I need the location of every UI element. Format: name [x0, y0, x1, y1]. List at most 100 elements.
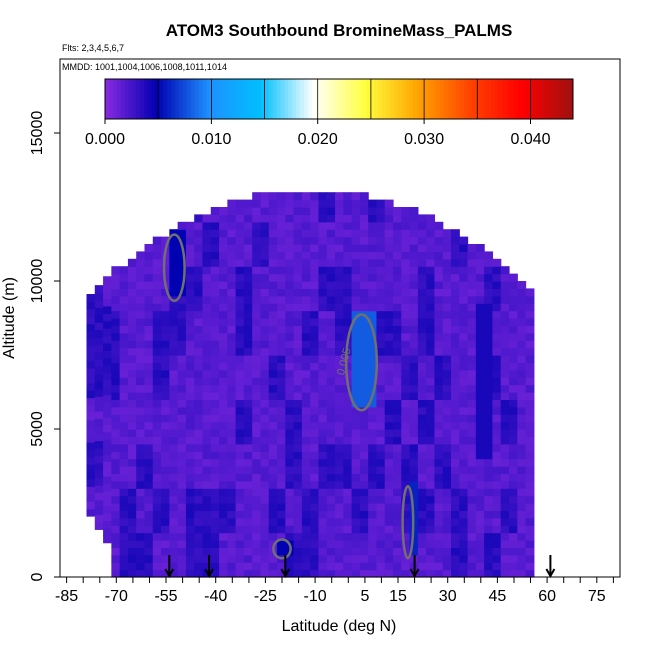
heatmap-cell: [409, 488, 419, 497]
heatmap-cell: [401, 332, 411, 341]
heatmap-cell: [442, 540, 452, 548]
heatmap-cell: [326, 258, 336, 267]
heatmap-cell: [409, 503, 419, 511]
heatmap-cell: [243, 281, 253, 289]
heatmap-cell: [318, 295, 328, 304]
heatmap-cell: [492, 347, 502, 356]
heatmap-cell: [260, 421, 270, 430]
heatmap-cell: [368, 229, 378, 238]
heatmap-cell: [293, 244, 303, 252]
heatmap-cell: [210, 488, 220, 497]
heatmap-cell: [376, 221, 386, 230]
heatmap-cell: [177, 347, 187, 356]
heatmap-cell: [525, 332, 535, 341]
heatmap-cell: [376, 377, 386, 386]
heatmap-cell: [434, 266, 444, 275]
heatmap-cell: [335, 303, 344, 312]
heatmap-cell: [243, 273, 253, 282]
heatmap-cell: [243, 429, 253, 437]
heatmap-cell: [417, 488, 427, 497]
heatmap-cell: [127, 562, 137, 571]
heatmap-cell: [351, 273, 361, 282]
heatmap-cell: [335, 562, 344, 571]
heatmap-cell: [384, 540, 394, 548]
heatmap-cell: [500, 318, 510, 326]
heatmap-cell: [285, 281, 295, 289]
heatmap-cell: [202, 236, 212, 245]
heatmap-cell: [417, 554, 427, 563]
x-tick-label: 15: [389, 588, 407, 605]
heatmap-cell: [475, 517, 485, 526]
heatmap-cell: [351, 281, 361, 289]
heatmap-cell: [417, 221, 427, 230]
heatmap-cell: [202, 369, 212, 378]
heatmap-cell: [252, 207, 262, 215]
heatmap-cell: [351, 295, 361, 304]
heatmap-cell: [161, 562, 170, 571]
heatmap-cell: [86, 368, 96, 377]
heatmap-cell: [401, 562, 411, 571]
heatmap-cell: [451, 236, 460, 245]
heatmap-cell: [169, 244, 179, 252]
heatmap-cell: [285, 562, 295, 571]
heatmap-cell: [243, 547, 253, 556]
heatmap-cell: [277, 525, 286, 534]
heatmap-cell: [343, 244, 353, 252]
x-tick-label: 60: [538, 588, 556, 605]
heatmap-cell: [451, 480, 460, 489]
heatmap-cell: [127, 429, 137, 437]
heatmap-cell: [260, 266, 270, 275]
heatmap-cell: [235, 510, 245, 519]
heatmap-cell: [301, 473, 311, 482]
heatmap-cell: [442, 510, 452, 519]
heatmap-cell: [434, 540, 444, 548]
heatmap-cell: [459, 251, 469, 260]
heatmap-cell: [268, 443, 278, 452]
heatmap-cell: [152, 236, 162, 245]
heatmap-cell: [227, 495, 237, 504]
heatmap-cell: [359, 517, 369, 526]
heatmap-cell: [517, 414, 527, 423]
heatmap-cell: [194, 466, 204, 474]
heatmap-cell: [252, 377, 262, 386]
heatmap-cell: [326, 332, 336, 341]
heatmap-cell: [202, 510, 212, 519]
heatmap-cell: [260, 355, 270, 363]
heatmap-cell: [127, 288, 137, 297]
heatmap-cell: [359, 295, 369, 304]
heatmap-cell: [335, 466, 344, 474]
heatmap-cell: [235, 288, 245, 297]
heatmap-cell: [293, 443, 303, 452]
heatmap-cell: [484, 540, 494, 548]
heatmap-cell: [417, 525, 427, 534]
heatmap-cell: [484, 281, 494, 289]
heatmap-cell: [177, 310, 187, 319]
heatmap-cell: [161, 525, 170, 534]
heatmap-cell: [235, 540, 245, 548]
heatmap-cell: [136, 540, 146, 548]
heatmap-cell: [351, 266, 361, 275]
heatmap-cell: [243, 451, 253, 460]
heatmap-cell: [293, 392, 303, 400]
heatmap-cell: [368, 332, 378, 341]
heatmap-cell: [459, 451, 469, 460]
heatmap-cell: [243, 399, 253, 408]
heatmap-cell: [252, 436, 262, 445]
heatmap-cell: [500, 369, 510, 378]
heatmap-cell: [384, 355, 394, 363]
heatmap-cell: [459, 310, 469, 319]
heatmap-cell: [426, 510, 436, 519]
heatmap-cell: [351, 221, 361, 230]
heatmap-cell: [335, 214, 344, 223]
heatmap-cell: [243, 310, 253, 319]
colorbar-segment: [444, 79, 449, 119]
heatmap-cell: [484, 399, 494, 408]
heatmap-cell: [326, 295, 336, 304]
heatmap-cell: [219, 347, 228, 356]
heatmap-cell: [451, 562, 460, 571]
heatmap-cell: [185, 414, 195, 423]
heatmap-cell: [103, 328, 112, 337]
heatmap-cell: [376, 532, 386, 541]
heatmap-cell: [152, 488, 162, 497]
heatmap-cell: [326, 421, 336, 430]
